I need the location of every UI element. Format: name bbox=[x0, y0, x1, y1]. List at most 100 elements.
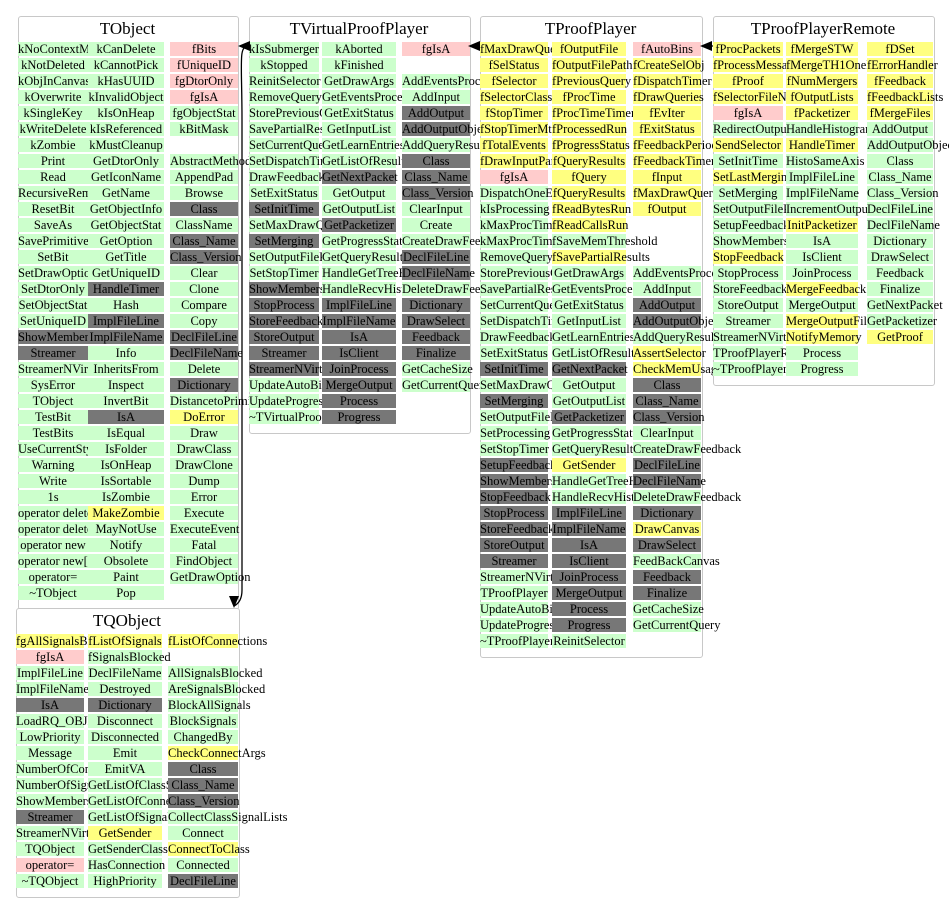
member-isequal: IsEqual bbox=[88, 426, 164, 440]
member-saveas: SaveAs bbox=[18, 218, 88, 232]
member-finalize: Finalize bbox=[633, 586, 701, 600]
member-declfilename: DeclFileName bbox=[170, 346, 243, 360]
member-deletedrawfeedback: DeleteDrawFeedback bbox=[633, 490, 742, 504]
member-declfilename: DeclFileName bbox=[402, 266, 475, 280]
member-stopprocess: StopProcess bbox=[480, 506, 548, 520]
member-declfilename: DeclFileName bbox=[633, 474, 706, 488]
member-setinittime: SetInitTime bbox=[713, 154, 783, 168]
member-showmembers: ShowMembers bbox=[249, 282, 325, 296]
member-geteventsprocessed: GetEventsProcessed bbox=[552, 282, 655, 296]
member-flistofconnections: fListOfConnections bbox=[168, 634, 268, 648]
member-knocontextmenu: kNoContextMenu bbox=[18, 42, 109, 56]
member-foutputfile: fOutputFile bbox=[552, 42, 626, 56]
member-getlearnentries: GetLearnEntries bbox=[322, 138, 405, 152]
member-fdset: fDSet bbox=[867, 42, 933, 56]
member-numberofconnections: NumberOfConnections bbox=[16, 762, 133, 776]
member-koverwrite: kOverwrite bbox=[18, 90, 88, 104]
member-progress: Progress bbox=[552, 618, 626, 632]
member-setdispatchtimer: SetDispatchTimer bbox=[249, 154, 340, 168]
member-implfilename: ImplFileName bbox=[322, 314, 396, 328]
member-clearinput: ClearInput bbox=[402, 202, 470, 216]
member-stopfeedback: StopFeedback bbox=[713, 250, 784, 264]
member-setmerging: SetMerging bbox=[480, 394, 548, 408]
member-aresignalsblocked: AreSignalsBlocked bbox=[168, 682, 266, 696]
member-class-version: Class_Version bbox=[402, 186, 474, 200]
member-removequeryresult: RemoveQueryResult bbox=[480, 250, 585, 264]
member-delete: Delete bbox=[170, 362, 238, 376]
member-getuniqueid: GetUniqueID bbox=[88, 266, 164, 280]
member-fgobjectstat: fgObjectStat bbox=[170, 106, 238, 120]
member-operator: operator= bbox=[18, 570, 88, 584]
member-showmembers: ShowMembers bbox=[18, 330, 94, 344]
member-getlistofresults: GetListOfResults bbox=[552, 346, 640, 360]
member-process: Process bbox=[322, 394, 396, 408]
member-obsolete: Obsolete bbox=[88, 554, 164, 568]
member-checkmemusage: CheckMemUsage bbox=[633, 362, 723, 376]
member-testbits: TestBits bbox=[18, 426, 88, 440]
member-resetbit: ResetBit bbox=[18, 202, 88, 216]
member-foutputfilepath: fOutputFilePath bbox=[552, 58, 633, 72]
member-addoutput: AddOutput bbox=[402, 106, 470, 120]
member-fdrawinputpars: fDrawInputPars bbox=[480, 154, 560, 168]
member-streamernvirtual: StreamerNVirtual bbox=[16, 826, 105, 840]
member-create: Create bbox=[402, 218, 470, 232]
member-dictionary: Dictionary bbox=[170, 378, 238, 392]
member-class: Class bbox=[402, 154, 470, 168]
member-storepreviousquery: StorePreviousQuery bbox=[249, 106, 351, 120]
member-kisprocessing: kIsProcessing bbox=[480, 202, 550, 216]
member-redirectoutput: RedirectOutput bbox=[713, 122, 791, 136]
member-findobject: FindObject bbox=[170, 554, 238, 568]
member-write: Write bbox=[18, 474, 88, 488]
member-fquery: fQuery bbox=[552, 170, 626, 184]
member-mergefeedback: MergeFeedback bbox=[786, 282, 867, 296]
member-fgdtoronly: fgDtorOnly bbox=[170, 74, 238, 88]
member-fproctimetimer: fProcTimeTimer bbox=[552, 106, 636, 120]
member-storeoutput: StoreOutput bbox=[480, 538, 548, 552]
member-saveprimitive: SavePrimitive bbox=[18, 234, 89, 248]
member-highpriority: HighPriority bbox=[88, 874, 162, 888]
member-ffeedbackperiod: fFeedbackPeriod bbox=[633, 138, 718, 152]
member-fsignalsblocked: fSignalsBlocked bbox=[88, 650, 171, 664]
member-deletedrawfeedback: DeleteDrawFeedback bbox=[402, 282, 511, 296]
member-declfilename: DeclFileName bbox=[88, 666, 162, 680]
member-setdispatchtimer: SetDispatchTimer bbox=[480, 314, 571, 328]
member-addinput: AddInput bbox=[633, 282, 701, 296]
member-declfileline: DeclFileLine bbox=[633, 458, 701, 472]
member-stopfeedback: StopFeedback bbox=[480, 490, 551, 504]
member-freadcallsrun: fReadCallsRun bbox=[552, 218, 629, 232]
member-fprocpackets: fProcPackets bbox=[713, 42, 783, 56]
member-getprogressstatus: GetProgressStatus bbox=[322, 234, 414, 248]
member-disconnected: Disconnected bbox=[88, 730, 162, 744]
member-getoption: GetOption bbox=[88, 234, 164, 248]
member-kwritedelete: kWriteDelete bbox=[18, 122, 88, 136]
member-addeventsprocessed: AddEventsProcessed bbox=[633, 266, 739, 280]
member-getlistofsignals: GetListOfSignals bbox=[88, 810, 176, 824]
member-setmaxdrawqueries: SetMaxDrawQueries bbox=[480, 378, 586, 392]
member-joinprocess: JoinProcess bbox=[786, 266, 858, 280]
member-execute: Execute bbox=[170, 506, 238, 520]
member-knotdeleted: kNotDeleted bbox=[18, 58, 88, 72]
member-dispatchoneevent: DispatchOneEvent bbox=[480, 186, 575, 200]
member-dictionary: Dictionary bbox=[88, 698, 162, 712]
member-info: Info bbox=[88, 346, 164, 360]
member-process: Process bbox=[786, 346, 858, 360]
member-drawclone: DrawClone bbox=[170, 458, 238, 472]
member-updateprogressinfo: UpdateProgressInfo bbox=[480, 618, 580, 632]
member-addoutputobject: AddOutputObject bbox=[867, 138, 949, 152]
member-fnummergers: fNumMergers bbox=[786, 74, 858, 88]
member-isclient: IsClient bbox=[552, 554, 626, 568]
member-isa: IsA bbox=[88, 410, 164, 424]
member-tvirtualproofplayer: ~TVirtualProofPlayer bbox=[249, 410, 358, 424]
member-kmustcleanup: kMustCleanup bbox=[88, 138, 164, 152]
member-assertselector: AssertSelector bbox=[633, 346, 706, 360]
member-addoutput: AddOutput bbox=[867, 122, 933, 136]
member-addinput: AddInput bbox=[402, 90, 470, 104]
member-implfileline: ImplFileLine bbox=[786, 170, 858, 184]
member-setlastmergingmsg: SetLastMergingMsg bbox=[713, 170, 816, 184]
member-removequeryresult: RemoveQueryResult bbox=[249, 90, 354, 104]
member-getlistofresults: GetListOfResults bbox=[322, 154, 410, 168]
member-addoutputobject: AddOutputObject bbox=[402, 122, 492, 136]
member-storeoutput: StoreOutput bbox=[713, 298, 783, 312]
member-setcurrentquery: SetCurrentQuery bbox=[249, 138, 335, 152]
member-fproof: fProof bbox=[713, 74, 783, 88]
